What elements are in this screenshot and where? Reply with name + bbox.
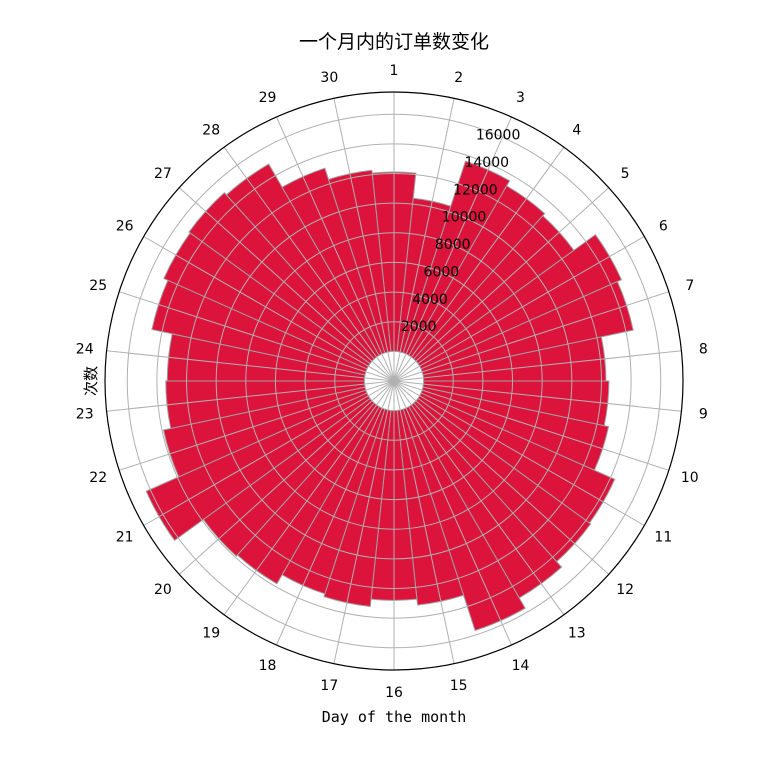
day-tick-label: 14 (512, 658, 530, 674)
angular-gridline (106, 350, 395, 382)
radial-gridline (156, 143, 632, 619)
x-axis-label: Day of the month (322, 708, 467, 726)
day-tick-label: 19 (202, 626, 220, 642)
radial-tick-label: 12000 (453, 182, 498, 198)
angular-gridline (223, 146, 395, 382)
angular-gridline (106, 380, 395, 412)
bars-layer (145, 160, 634, 632)
bar-day-21 (145, 392, 371, 542)
day-tick-label: 28 (202, 122, 220, 138)
angular-gridline (393, 187, 610, 382)
day-tick-label: 30 (320, 70, 338, 86)
radial-tick-label: 14000 (464, 155, 509, 171)
day-tick-label: 11 (654, 530, 672, 546)
day-tick-label: 20 (154, 582, 172, 598)
grid-layer (106, 92, 682, 670)
radial-gridline (186, 173, 602, 589)
angular-gridline (393, 116, 513, 382)
day-tick-label: 22 (89, 470, 107, 486)
bar-day-14 (402, 405, 526, 632)
angular-gridline (275, 380, 395, 646)
radial-gridline (274, 261, 514, 501)
radial-tick-label: 4000 (412, 292, 448, 308)
bar-day-4 (408, 185, 546, 360)
day-tick-label: 17 (320, 678, 338, 694)
radial-tick-label: 16000 (476, 128, 521, 144)
day-tick-label: 10 (681, 470, 699, 486)
day-tick-label: 7 (685, 278, 694, 294)
angular-gridline (393, 380, 565, 616)
rticks-layer: 2000 4000 6000 8000 10000 12000 14000 16000 (401, 128, 520, 336)
bar-day-29 (281, 167, 386, 357)
y-axis-label: 次数 (82, 366, 100, 396)
angular-gridline (143, 380, 395, 526)
angular-gridline (393, 380, 670, 471)
angular-gridline (393, 380, 682, 412)
angular-gridline (393, 291, 670, 382)
angular-gridline (178, 380, 395, 575)
polar-frame (104, 91, 684, 671)
day-tick-label: 23 (76, 407, 94, 423)
radial-tick-label: 10000 (442, 210, 487, 226)
angular-gridline (393, 380, 610, 575)
day-tick-label: 2 (454, 70, 463, 86)
angular-gridline (393, 380, 455, 664)
day-tick-label: 4 (572, 122, 581, 138)
day-tick-label: 12 (616, 582, 634, 598)
angular-gridline (393, 380, 513, 646)
angular-gridline (143, 236, 395, 382)
bar-day-30 (327, 169, 392, 354)
day-tick-label: 6 (659, 219, 668, 235)
day-tick-label: 16 (385, 685, 403, 701)
day-tick-label: 27 (154, 166, 172, 182)
angular-gridline (393, 380, 645, 526)
chart-title: 一个月内的订单数变化 (299, 31, 489, 53)
day-tick-label: 8 (699, 341, 708, 357)
radial-gridline (334, 321, 454, 441)
ticks-layer: 1 234567891011121314151617181920212223242… (76, 63, 708, 701)
bar-day-23 (165, 380, 366, 430)
day-tick-label: 15 (450, 678, 468, 694)
angular-gridline (393, 146, 565, 382)
bar-day-7 (420, 280, 634, 376)
radial-gridline (215, 202, 573, 560)
angular-gridline (118, 380, 395, 471)
day-tick-label: 1 (390, 63, 399, 79)
angular-gridline (333, 98, 395, 382)
radial-gridline (304, 291, 484, 471)
day-tick-label: 3 (516, 90, 525, 106)
angular-gridline (393, 236, 645, 382)
bar-day-17 (323, 408, 392, 608)
bar-day-3 (402, 160, 511, 357)
angular-gridline (275, 116, 395, 382)
radial-gridline (245, 232, 543, 530)
day-tick-label: 5 (621, 166, 630, 182)
day-tick-label: 18 (259, 658, 277, 674)
angular-gridline (118, 291, 395, 382)
day-tick-label: 26 (116, 219, 134, 235)
angular-gridline (393, 350, 682, 382)
angular-gridline (178, 187, 395, 382)
day-tick-label: 9 (699, 407, 708, 423)
radial-tick-label: 2000 (401, 319, 437, 335)
day-tick-label: 24 (76, 341, 94, 357)
bar-day-22 (162, 386, 368, 478)
radial-tick-label: 6000 (424, 264, 460, 280)
angular-gridline (333, 380, 395, 664)
day-tick-label: 25 (89, 278, 107, 294)
angular-gridline (393, 98, 455, 382)
angular-gridline (223, 380, 395, 616)
day-tick-label: 21 (116, 530, 134, 546)
day-tick-label: 13 (568, 626, 586, 642)
radial-gridline (126, 113, 662, 649)
bar-day-15 (396, 408, 465, 606)
day-tick-label: 29 (259, 90, 277, 106)
bar-day-28 (225, 163, 380, 360)
radial-tick-label: 8000 (435, 237, 471, 253)
